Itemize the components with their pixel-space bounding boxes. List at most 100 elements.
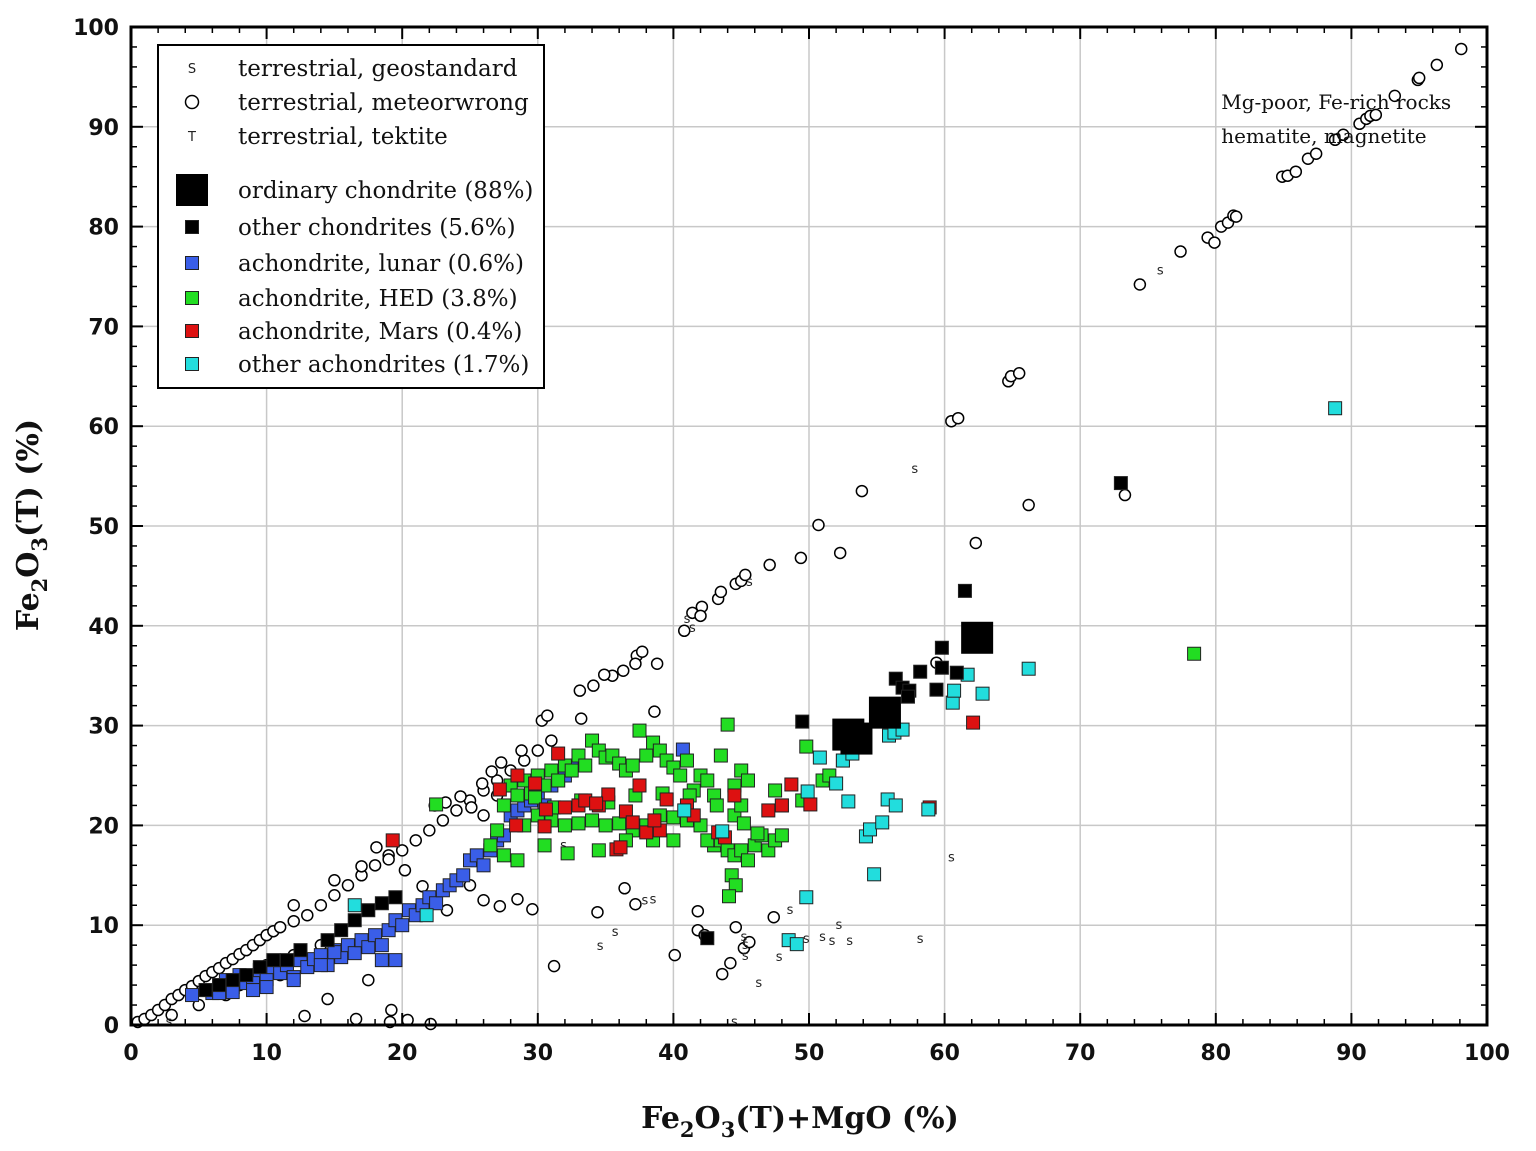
point-terrestrial-meteorwrong xyxy=(1174,245,1187,258)
point-terrestrial-meteorwrong xyxy=(1337,128,1350,142)
point-achondrite-lunar-0-6- xyxy=(313,958,328,973)
point-achondrite-mars-0-4- xyxy=(551,746,566,761)
point-achondrite-mars-0-4- xyxy=(647,813,662,828)
x-tick-label: 20 xyxy=(387,1041,418,1066)
point-achondrite-hed-3-8- xyxy=(571,816,586,831)
point-other-chondrites-5-6- xyxy=(198,983,213,998)
point-other-chondrites-5-6- xyxy=(795,714,810,729)
point-terrestrial-geostandard: s xyxy=(166,1015,173,1030)
point-terrestrial-meteorwrong xyxy=(1118,488,1132,502)
point-achondrite-mars-0-4- xyxy=(537,819,552,834)
point-achondrite-mars-0-4- xyxy=(589,796,604,811)
x-axis-title: Fe2O3(T)+MgO (%) xyxy=(641,1101,959,1142)
point-terrestrial-meteorwrong xyxy=(477,809,490,822)
legend-item: achondrite, lunar (0.6%) xyxy=(185,251,524,277)
point-achondrite-mars-0-4- xyxy=(803,797,818,812)
point-terrestrial-meteorwrong xyxy=(591,905,604,919)
point-terrestrial-meteorwrong xyxy=(287,898,300,912)
annotation-hematite: hematite, magnetite xyxy=(1221,124,1426,148)
point-other-chondrites-5-6- xyxy=(320,933,335,948)
point-terrestrial-meteorwrong xyxy=(691,904,705,918)
point-terrestrial-geostandard: s xyxy=(948,850,955,865)
point-achondrite-mars-0-4- xyxy=(601,787,616,802)
point-achondrite-lunar-0-6- xyxy=(259,980,274,995)
point-other-achondrites-1-7- xyxy=(799,890,814,905)
point-achondrite-hed-3-8- xyxy=(578,758,593,773)
point-achondrite-lunar-0-6- xyxy=(374,938,389,953)
y-tick-label: 70 xyxy=(88,315,119,340)
point-achondrite-lunar-0-6- xyxy=(388,953,403,968)
point-other-chondrites-5-6- xyxy=(949,665,964,680)
point-terrestrial-meteorwrong xyxy=(855,484,869,498)
point-other-chondrites-5-6- xyxy=(388,890,403,905)
point-achondrite-mars-0-4- xyxy=(727,788,742,803)
point-terrestrial-meteorwrong xyxy=(314,898,328,912)
y-tick-label: 10 xyxy=(88,914,119,939)
legend-swatch xyxy=(185,357,199,371)
point-achondrite-hed-3-8- xyxy=(768,783,783,798)
point-achondrite-hed-3-8- xyxy=(774,828,789,843)
point-ordinary-chondrite-88- xyxy=(832,718,865,751)
point-terrestrial-meteorwrong xyxy=(1388,89,1402,103)
point-other-chondrites-5-6- xyxy=(334,923,349,938)
x-tick-label: 50 xyxy=(794,1041,825,1066)
point-other-chondrites-5-6- xyxy=(934,640,949,655)
point-achondrite-mars-0-4- xyxy=(625,815,640,830)
point-achondrite-hed-3-8- xyxy=(625,758,640,773)
y-tick-label: 80 xyxy=(88,216,119,241)
point-terrestrial-meteorwrong xyxy=(1289,165,1303,178)
x-tick-label: 100 xyxy=(1464,1041,1510,1066)
point-terrestrial-geostandard: s xyxy=(917,932,924,947)
legend-label: achondrite, lunar (0.6%) xyxy=(238,251,524,277)
x-tick-label: 80 xyxy=(1200,1041,1231,1066)
legend-swatch xyxy=(185,220,199,234)
point-terrestrial-meteorwrong xyxy=(382,853,395,866)
point-other-chondrites-5-6- xyxy=(913,664,928,679)
point-terrestrial-meteorwrong xyxy=(368,859,382,872)
x-tick-label: 40 xyxy=(658,1041,689,1066)
point-achondrite-lunar-0-6- xyxy=(361,940,376,955)
legend-swatch xyxy=(185,291,199,305)
point-other-chondrites-5-6- xyxy=(279,953,294,968)
point-achondrite-hed-3-8- xyxy=(557,818,572,833)
point-achondrite-mars-0-4- xyxy=(639,825,654,840)
point-achondrite-hed-3-8- xyxy=(700,833,715,848)
y-tick-label: 90 xyxy=(88,116,119,141)
x-tick-labels: 0 10 20 30 40 50 60 70 80 90 100 xyxy=(123,1041,1510,1066)
legend-label: terrestrial, meteorwrong xyxy=(238,90,529,116)
point-terrestrial-meteorwrong xyxy=(165,1008,178,1022)
point-terrestrial-meteorwrong xyxy=(515,744,528,757)
legend-label: terrestrial, tektite xyxy=(238,124,448,150)
point-achondrite-hed-3-8- xyxy=(490,823,505,838)
x-tick-label: 10 xyxy=(251,1041,282,1066)
point-achondrite-lunar-0-6- xyxy=(246,983,261,998)
point-terrestrial-meteorwrong xyxy=(677,624,691,638)
point-other-achondrites-1-7- xyxy=(888,798,903,813)
point-achondrite-hed-3-8- xyxy=(496,848,511,863)
point-other-chondrites-5-6- xyxy=(225,973,240,988)
point-other-chondrites-5-6- xyxy=(957,583,972,598)
point-achondrite-mars-0-4- xyxy=(509,818,524,833)
point-achondrite-hed-3-8- xyxy=(713,748,728,763)
point-achondrite-mars-0-4- xyxy=(659,792,674,807)
y-tick-labels: 0 10 20 30 40 50 60 70 80 90 100 xyxy=(73,16,119,1039)
point-other-achondrites-1-7- xyxy=(829,776,844,791)
legend-swatch xyxy=(184,94,200,110)
point-achondrite-hed-3-8- xyxy=(591,843,606,858)
point-terrestrial-meteorwrong xyxy=(629,657,642,670)
point-achondrite-lunar-0-6- xyxy=(429,896,444,911)
point-terrestrial-meteorwrong xyxy=(573,684,587,697)
point-terrestrial-meteorwrong xyxy=(1430,58,1444,72)
point-achondrite-mars-0-4- xyxy=(632,778,647,793)
point-other-achondrites-1-7- xyxy=(947,683,962,698)
point-terrestrial-meteorwrong xyxy=(395,844,409,857)
point-terrestrial-meteorwrong xyxy=(1369,108,1383,122)
data-points: ssssssssssssssssssssssssss xyxy=(131,42,1468,1031)
point-achondrite-hed-3-8- xyxy=(632,723,647,738)
point-other-chondrites-5-6- xyxy=(347,913,362,928)
point-other-achondrites-1-7- xyxy=(875,815,890,830)
point-achondrite-hed-3-8- xyxy=(537,838,552,853)
point-achondrite-mars-0-4- xyxy=(557,800,572,815)
point-terrestrial-meteorwrong xyxy=(616,664,630,677)
